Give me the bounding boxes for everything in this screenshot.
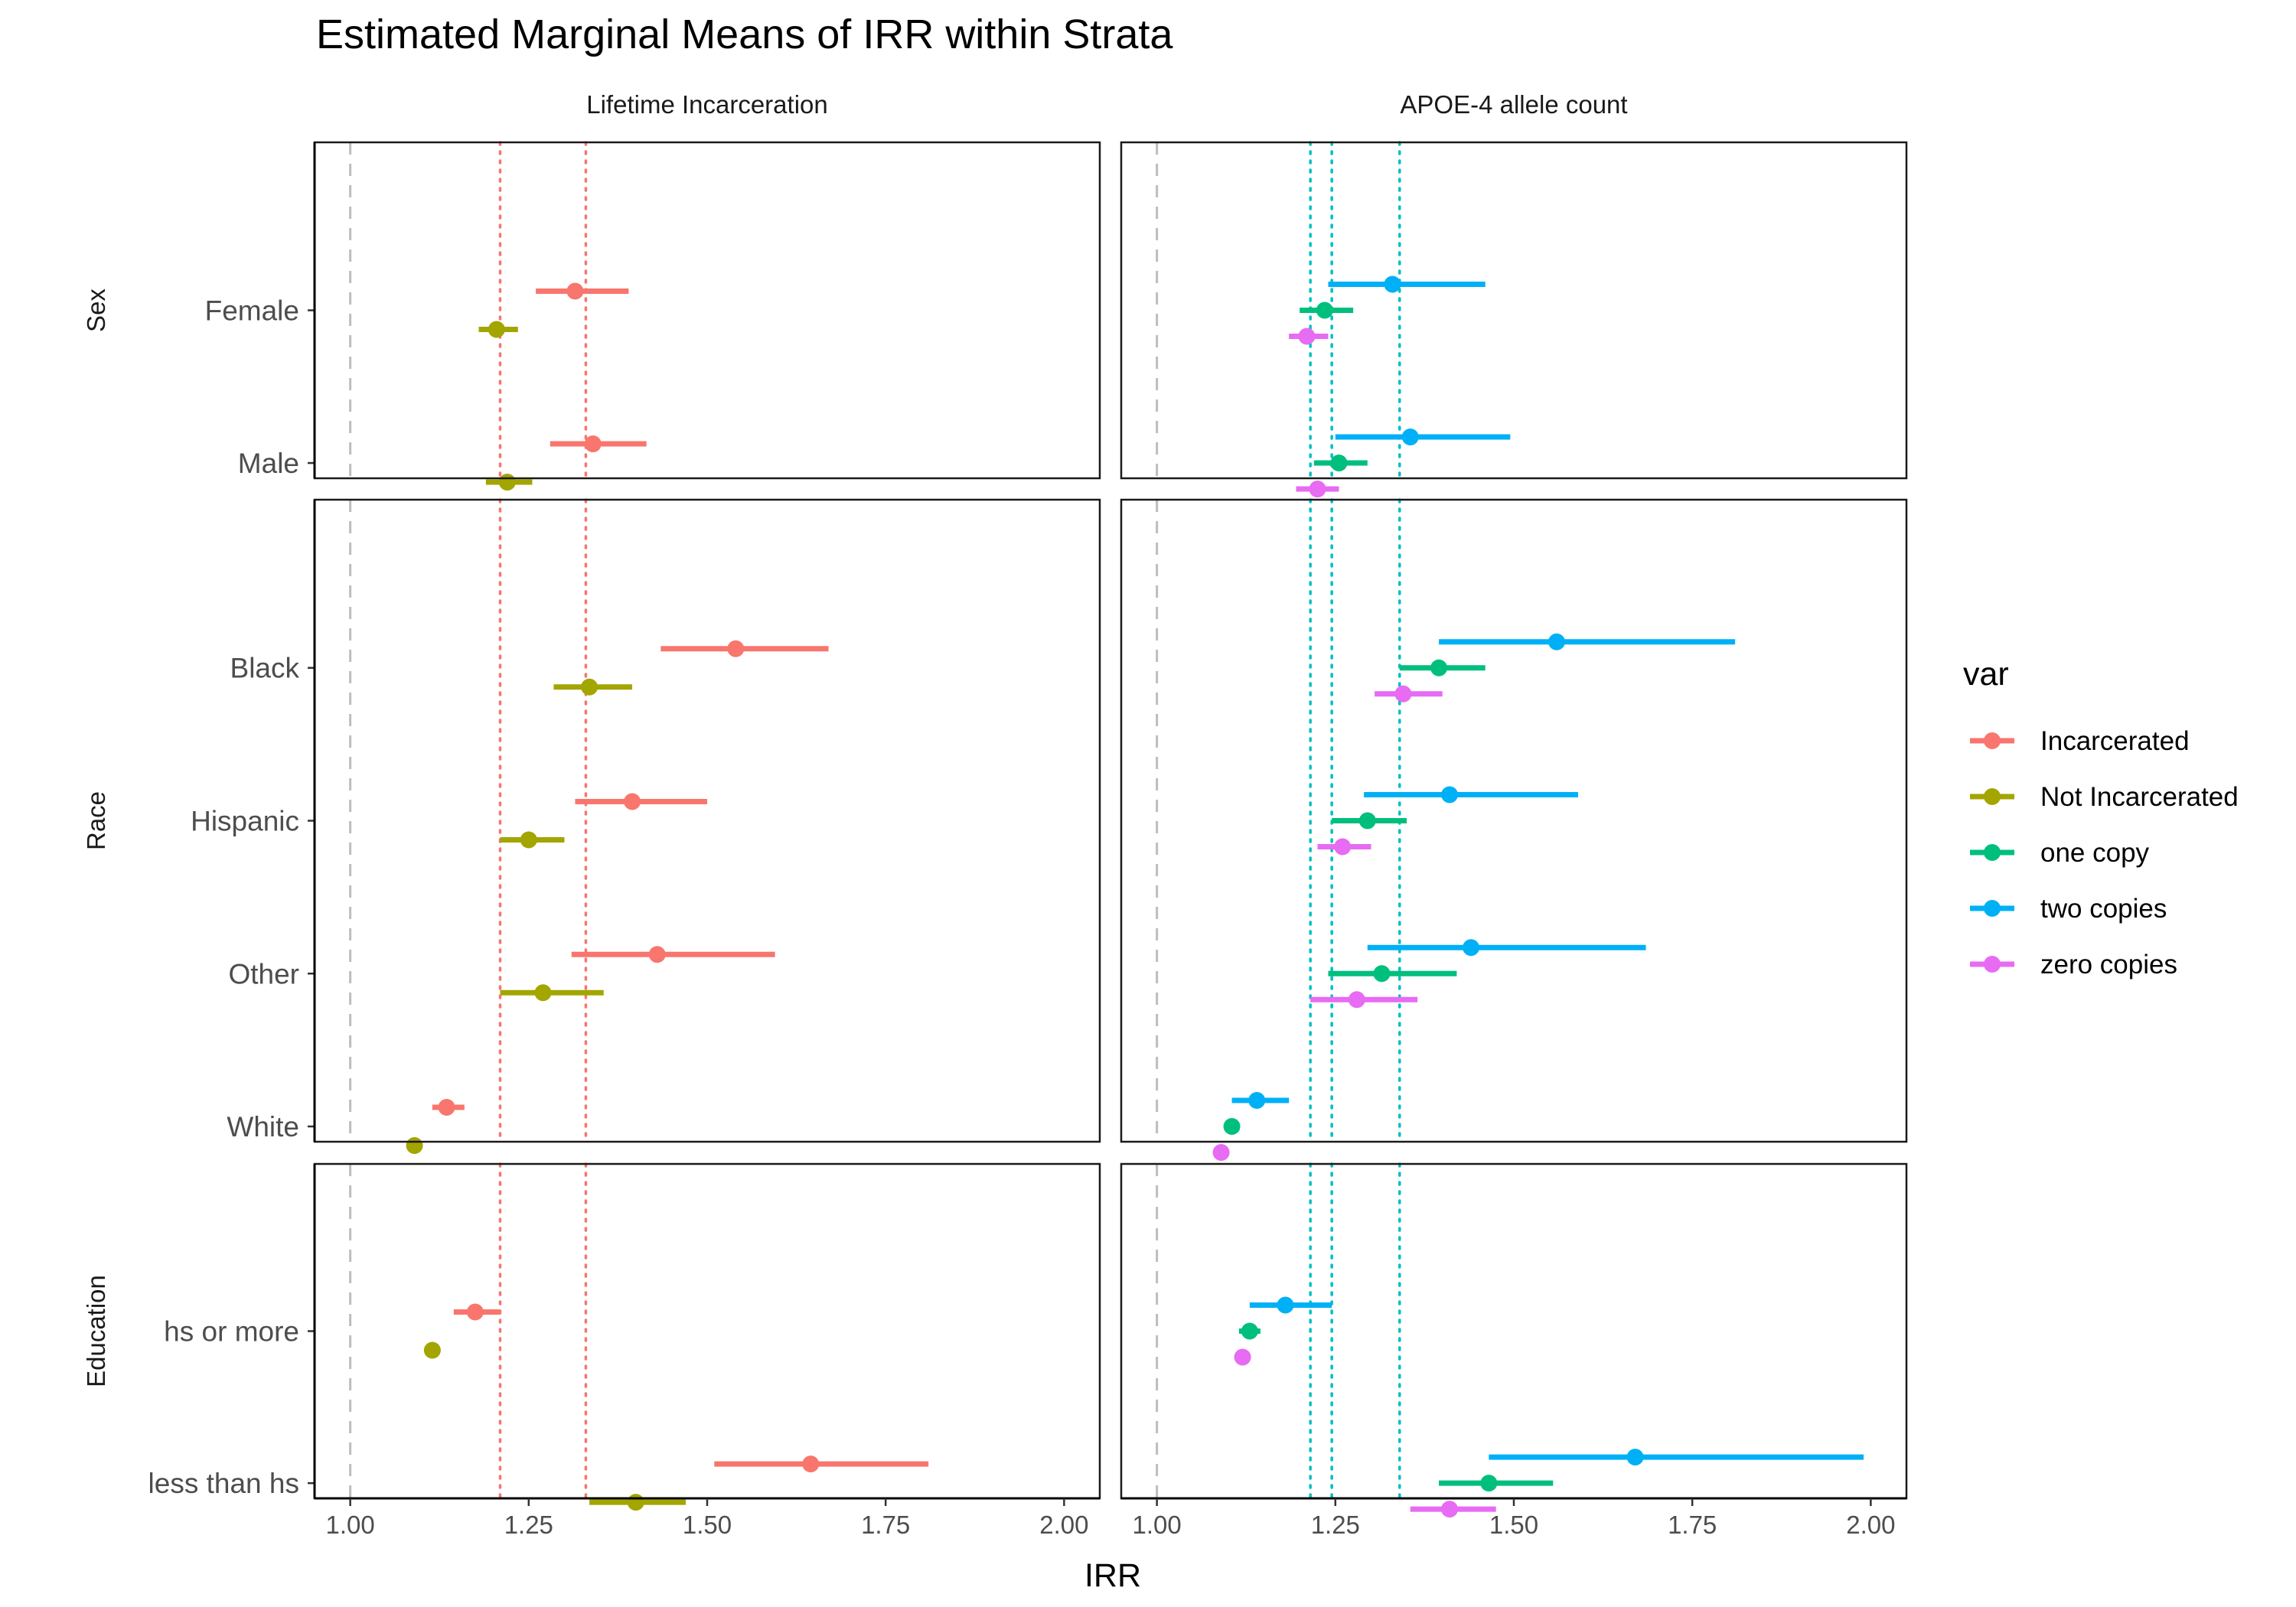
panel-sex-lifetime-incarceration — [313, 141, 1101, 491]
x-tick-label: 1.75 — [861, 1511, 910, 1539]
stratum-label-female: Female — [205, 295, 299, 327]
ci-hs-or-more-not-incarcerated-point — [423, 1341, 441, 1359]
ci-less-than-hs-zero-copies-point — [1441, 1501, 1459, 1518]
x-tick-label: 1.50 — [683, 1511, 732, 1539]
ci-hispanic-zero-copies-point — [1334, 838, 1352, 856]
x-tick-label: 1.50 — [1489, 1511, 1538, 1539]
legend-item-not-incarcerated: Not Incarcerated — [1970, 782, 2239, 812]
legend-title: var — [1963, 656, 2009, 693]
ci-black-incarcerated-point — [727, 640, 745, 657]
panel-race-lifetime-incarceration — [313, 498, 1101, 1155]
x-tick-label: 1.00 — [326, 1511, 375, 1539]
ci-other-incarcerated-point — [648, 946, 666, 963]
facet-row-label-education: Education — [82, 1275, 110, 1387]
panel-sex-apoe-4-allele-count — [1120, 141, 1908, 498]
legend-key-point — [1984, 732, 2001, 749]
ci-other-two-copies-point — [1463, 939, 1480, 957]
x-tick-label: 2.00 — [1846, 1511, 1895, 1539]
panel-border — [313, 498, 1101, 1143]
ci-other-one-copy-point — [1373, 965, 1391, 983]
panel-border — [1120, 141, 1908, 480]
x-tick-label: 1.25 — [504, 1511, 553, 1539]
ci-hispanic-incarcerated-point — [624, 793, 641, 810]
legend-key-point — [1984, 788, 2001, 805]
ci-hispanic-not-incarcerated-point — [520, 831, 537, 849]
ci-male-zero-copies-point — [1309, 481, 1326, 498]
ci-hs-or-more-incarcerated-point — [466, 1303, 484, 1321]
x-tick-label: 2.00 — [1039, 1511, 1088, 1539]
legend-key-point — [1984, 956, 2001, 973]
panel-education-lifetime-incarceration — [313, 1162, 1101, 1511]
ci-white-two-copies-point — [1248, 1092, 1266, 1110]
ci-female-two-copies-point — [1384, 275, 1401, 293]
stratum-label-male: Male — [238, 448, 299, 479]
legend-key-point — [1984, 900, 2001, 917]
x-axis-title: IRR — [1084, 1557, 1141, 1594]
panel-border — [1120, 498, 1908, 1143]
ci-less-than-hs-incarcerated-point — [802, 1455, 820, 1473]
legend: Incarcerated Not Incarcerated one copy two … — [1970, 726, 2239, 980]
x-tick-label: 1.25 — [1311, 1511, 1360, 1539]
x-tick-label: 1.00 — [1133, 1511, 1182, 1539]
legend-label: two copies — [2040, 894, 2167, 924]
legend-item-two-copies: two copies — [1970, 894, 2167, 924]
stratum-label-black: Black — [230, 653, 300, 684]
ci-female-incarcerated-point — [566, 282, 584, 300]
ci-white-not-incarcerated-point — [406, 1137, 423, 1155]
panel-border — [313, 141, 1101, 480]
legend-label: Incarcerated — [2040, 726, 2190, 756]
ci-hispanic-one-copy-point — [1358, 812, 1376, 830]
ci-male-incarcerated-point — [584, 435, 602, 453]
legend-label: zero copies — [2040, 950, 2177, 980]
ci-white-one-copy-point — [1223, 1118, 1241, 1136]
panel-race-apoe-4-allele-count — [1120, 498, 1908, 1162]
ci-black-not-incarcerated-point — [581, 678, 598, 696]
ci-white-incarcerated-point — [438, 1099, 455, 1116]
panel-education-apoe-4-allele-count — [1120, 1162, 1908, 1518]
ci-white-zero-copies-point — [1212, 1144, 1230, 1162]
ci-female-not-incarcerated-point — [488, 321, 505, 338]
stratum-label-hispanic: Hispanic — [191, 806, 299, 837]
ci-other-zero-copies-point — [1348, 991, 1365, 1009]
x-tick-label: 1.75 — [1668, 1511, 1717, 1539]
legend-label: one copy — [2040, 838, 2150, 868]
ci-less-than-hs-two-copies-point — [1626, 1449, 1644, 1466]
facet-row-label-race: Race — [82, 791, 110, 850]
ci-black-one-copy-point — [1430, 659, 1448, 676]
chart-title: Estimated Marginal Means of IRR within S… — [316, 11, 1173, 57]
legend-key-point — [1984, 844, 2001, 861]
legend-label: Not Incarcerated — [2040, 782, 2239, 812]
legend-item-incarcerated: Incarcerated — [1970, 726, 2190, 756]
facet-panels: Lifetime Incarceration APOE-4 allele coun… — [82, 90, 1908, 1539]
facet-strip-apoe-4-allele-count: APOE-4 allele count — [1400, 90, 1627, 119]
ci-hs-or-more-one-copy-point — [1241, 1322, 1258, 1340]
ci-other-not-incarcerated-point — [534, 984, 552, 1002]
ci-hispanic-two-copies-point — [1441, 786, 1459, 804]
ci-female-zero-copies-point — [1298, 328, 1316, 345]
ci-male-one-copy-point — [1330, 455, 1348, 472]
ci-male-two-copies-point — [1401, 429, 1419, 446]
stratum-label-less-than-hs: less than hs — [148, 1468, 299, 1499]
ci-black-zero-copies-point — [1394, 685, 1412, 702]
legend-item-zero-copies: zero copies — [1970, 950, 2177, 980]
facet-strip-lifetime-incarceration: Lifetime Incarceration — [586, 90, 827, 119]
ci-hs-or-more-zero-copies-point — [1234, 1348, 1251, 1366]
stratum-label-other: Other — [228, 958, 299, 989]
panel-border — [313, 1162, 1101, 1500]
ci-male-not-incarcerated-point — [498, 474, 516, 491]
legend-item-one-copy: one copy — [1970, 838, 2150, 868]
stratum-label-hs-or-more: hs or more — [164, 1316, 299, 1348]
stratum-label-white: White — [227, 1111, 299, 1143]
ci-less-than-hs-one-copy-point — [1480, 1475, 1498, 1492]
ci-black-two-copies-point — [1548, 633, 1565, 650]
facet-row-label-sex: Sex — [82, 288, 110, 332]
ci-less-than-hs-not-incarcerated-point — [627, 1494, 644, 1511]
ci-female-one-copy-point — [1316, 302, 1333, 319]
ci-hs-or-more-two-copies-point — [1277, 1296, 1294, 1314]
